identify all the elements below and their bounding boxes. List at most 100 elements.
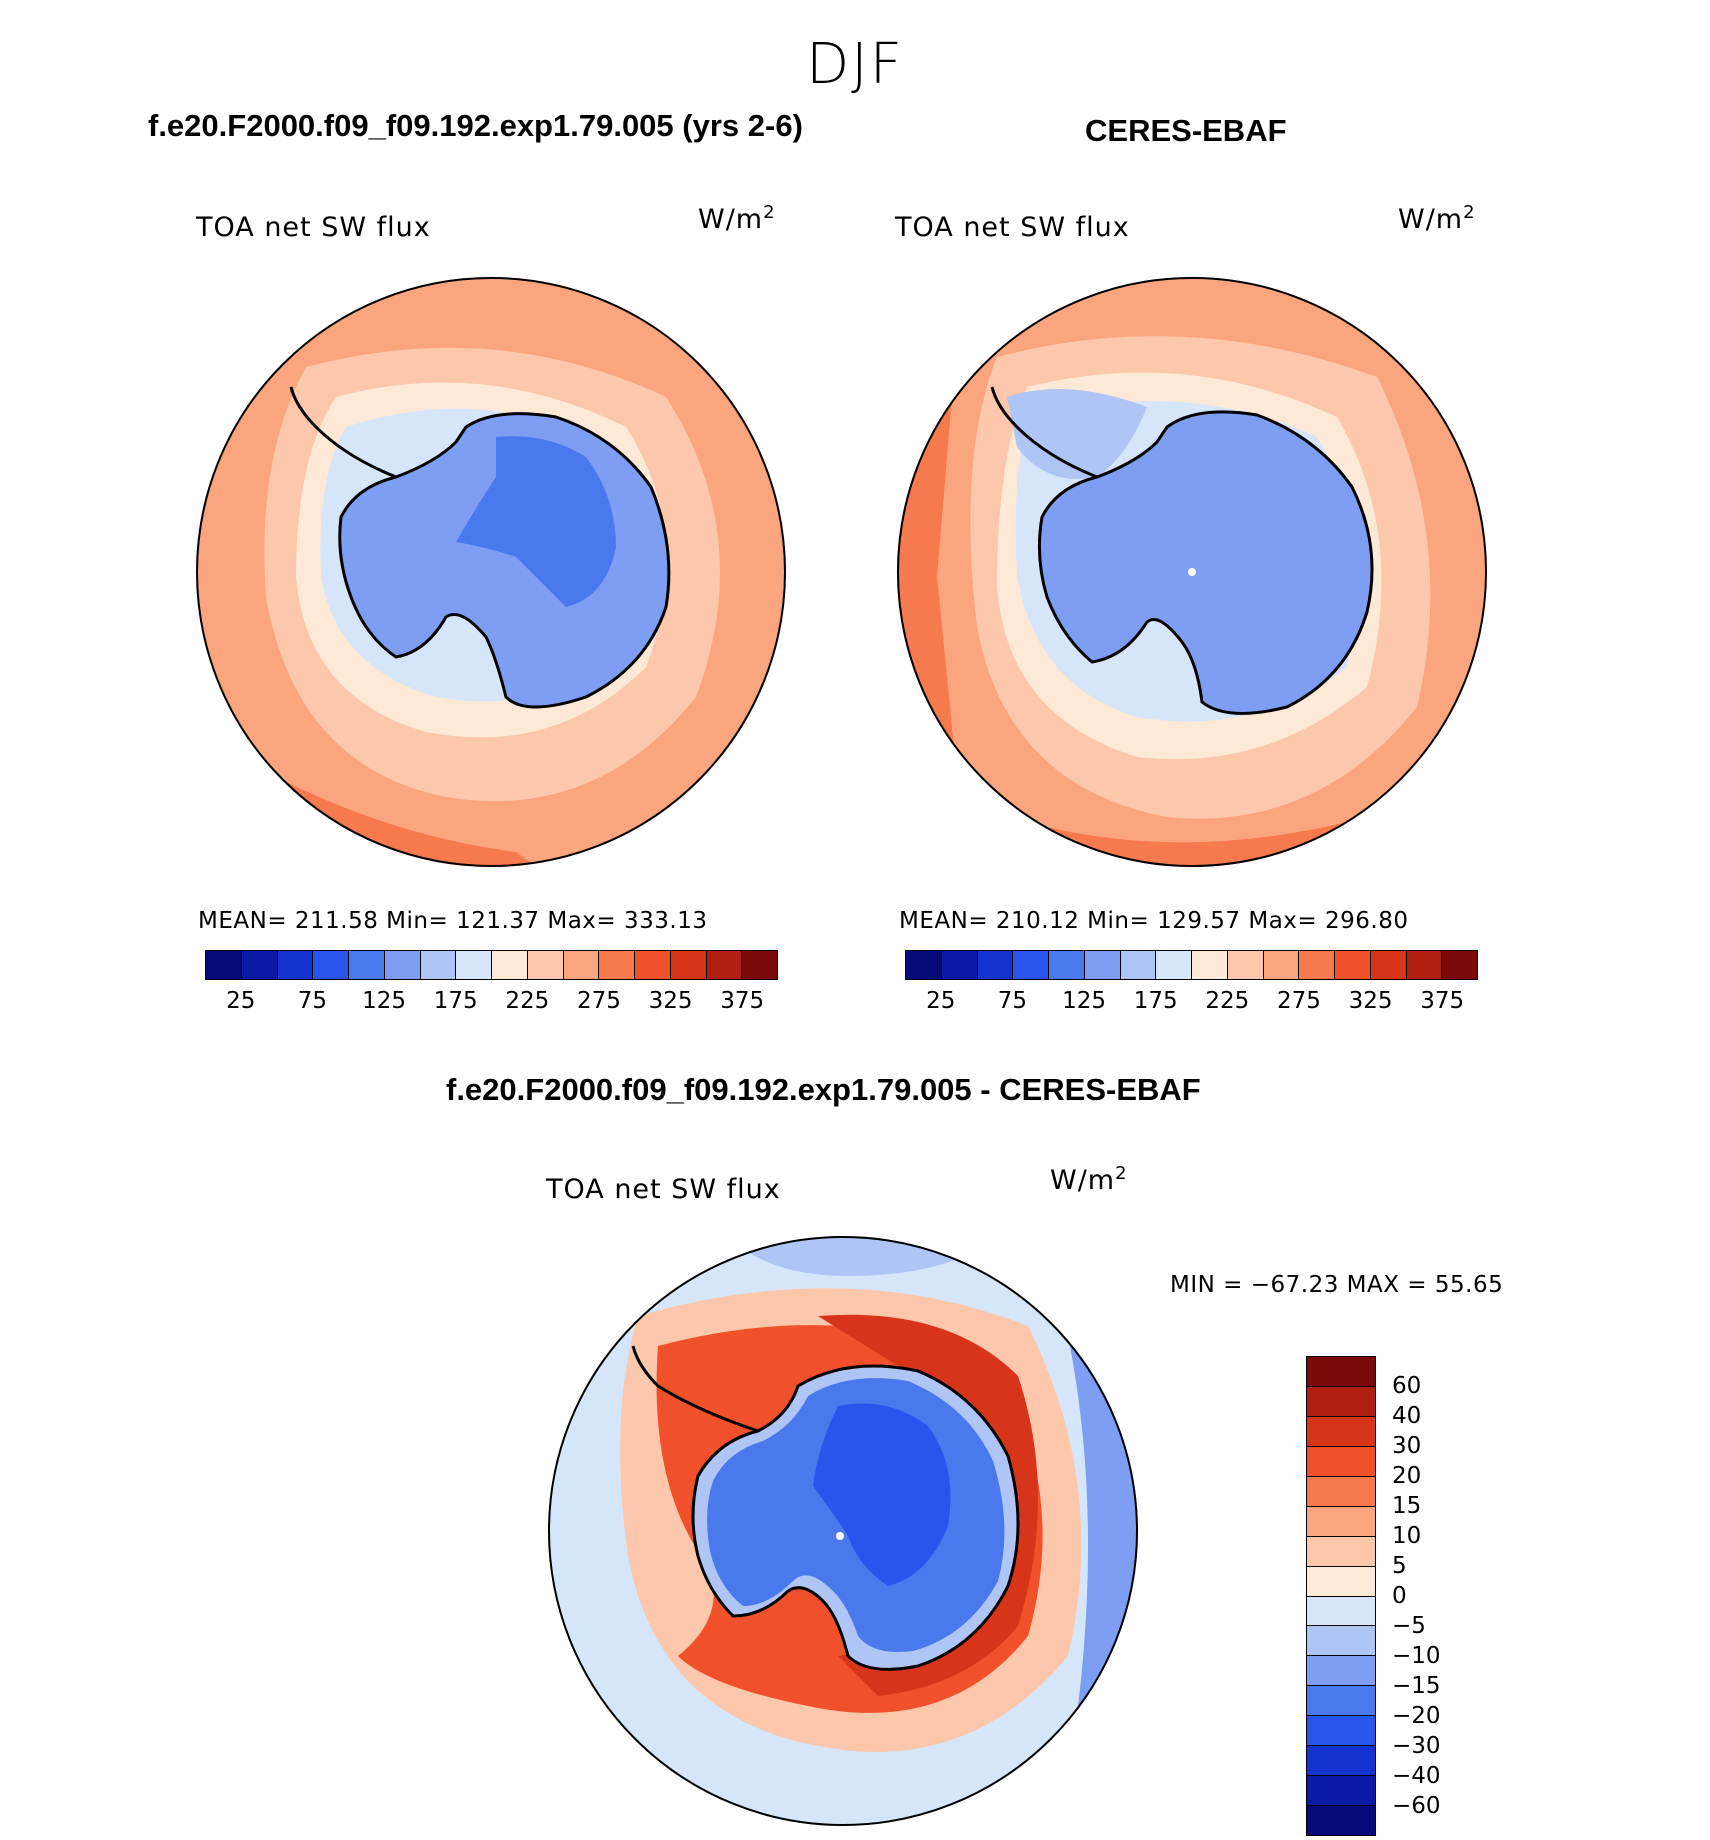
diff-stats: MIN = −67.23 MAX = 55.65 (1170, 1272, 1504, 1298)
colorbar-swatch (384, 951, 421, 979)
colorbar-swatch (1156, 951, 1192, 979)
diff-land-deep (813, 1403, 951, 1586)
season-title: DJF (806, 32, 904, 97)
colorbar-tick-label: −60 (1392, 1793, 1441, 1819)
colorbar-swatch (1307, 1746, 1375, 1777)
obs-polar-map (897, 277, 1487, 867)
colorbar-swatch (1307, 1416, 1375, 1447)
colorbar-swatch (977, 951, 1014, 979)
diff-panel-title: f.e20.F2000.f09_f09.192.exp1.79.005 - CE… (446, 1072, 1201, 1107)
colorbar-swatch (742, 951, 777, 979)
diff-units-label: W/m2 (1050, 1163, 1128, 1196)
colorbar-swatch (420, 951, 457, 979)
obs-colorbar-ticks: 25 75 125 175 225 275 325 375 (905, 988, 1478, 1018)
colorbar-swatch (1307, 1386, 1375, 1417)
colorbar-swatch (1370, 951, 1407, 979)
colorbar-tick-label: 275 (1276, 988, 1321, 1014)
colorbar-tick-label: 75 (297, 988, 328, 1014)
colorbar-swatch (1227, 951, 1264, 979)
colorbar-tick-label: 10 (1392, 1523, 1422, 1549)
colorbar-tick-label: 15 (1392, 1493, 1422, 1519)
colorbar-tick-label: −10 (1392, 1643, 1441, 1669)
colorbar-tick-label: 20 (1392, 1463, 1422, 1489)
colorbar-swatch (1049, 951, 1085, 979)
model-land-deep (456, 436, 616, 607)
model-coastline (289, 386, 671, 709)
colorbar-tick-label: 375 (720, 988, 765, 1014)
colorbar-swatch (241, 951, 278, 979)
colorbar-tick-label: 225 (505, 988, 550, 1014)
colorbar-tick-label: 325 (1348, 988, 1393, 1014)
colorbar-swatch (563, 951, 600, 979)
colorbar-swatch (906, 951, 942, 979)
colorbar-swatch (1013, 951, 1049, 979)
colorbar-tick-label: 175 (1133, 988, 1178, 1014)
colorbar-swatch (456, 951, 492, 979)
colorbar-tick-label: 325 (648, 988, 693, 1014)
colorbar-tick-label: −15 (1392, 1673, 1441, 1699)
colorbar-tick-label: 40 (1392, 1403, 1422, 1429)
colorbar-swatch (1307, 1806, 1375, 1835)
colorbar-swatch (1307, 1566, 1375, 1597)
colorbar-tick-label: −40 (1392, 1763, 1441, 1789)
colorbar-tick-label: 275 (576, 988, 621, 1014)
colorbar-tick-label: 375 (1420, 988, 1465, 1014)
colorbar-tick-label: 0 (1392, 1583, 1407, 1609)
colorbar-swatch (206, 951, 242, 979)
colorbar-swatch (1307, 1596, 1375, 1627)
obs-land (1039, 411, 1372, 714)
obs-variable-label: TOA net SW flux (895, 212, 1130, 243)
colorbar-swatch (1307, 1446, 1375, 1477)
colorbar-tick-label: 30 (1392, 1433, 1422, 1459)
colorbar-swatch (1307, 1476, 1375, 1507)
colorbar-swatch (1442, 951, 1477, 979)
colorbar-tick-label: 125 (1062, 988, 1107, 1014)
colorbar-tick-label: 125 (362, 988, 407, 1014)
colorbar-swatch (599, 951, 635, 979)
colorbar-swatch (1192, 951, 1228, 979)
diff-polar-map (548, 1236, 1138, 1826)
colorbar-swatch (277, 951, 314, 979)
colorbar-swatch (349, 951, 385, 979)
obs-colorbar (905, 950, 1478, 980)
colorbar-swatch (1299, 951, 1335, 979)
colorbar-swatch (670, 951, 707, 979)
colorbar-swatch (313, 951, 349, 979)
diff-coastline (631, 1345, 1020, 1671)
model-colorbar (205, 950, 778, 980)
obs-stats: MEAN= 210.12 Min= 129.57 Max= 296.80 (899, 908, 1409, 934)
colorbar-swatch (1307, 1686, 1375, 1717)
obs-panel-title: CERES-EBAF (1085, 113, 1287, 148)
colorbar-swatch (706, 951, 743, 979)
colorbar-swatch (1307, 1776, 1375, 1807)
colorbar-swatch (1307, 1506, 1375, 1537)
colorbar-swatch (1120, 951, 1157, 979)
colorbar-swatch (1307, 1357, 1375, 1387)
colorbar-tick-label: 60 (1392, 1373, 1422, 1399)
colorbar-swatch (941, 951, 978, 979)
colorbar-swatch (1307, 1536, 1375, 1567)
model-colorbar-ticks: 25 75 125 175 225 275 325 375 (205, 988, 778, 1018)
model-units-label: W/m2 (698, 202, 776, 235)
colorbar-swatch (1307, 1626, 1375, 1657)
colorbar-tick-label: 225 (1205, 988, 1250, 1014)
model-stats: MEAN= 211.58 Min= 121.37 Max= 333.13 (198, 908, 708, 934)
colorbar-swatch (1307, 1716, 1375, 1747)
obs-ice-light (1007, 389, 1147, 479)
colorbar-swatch (527, 951, 564, 979)
colorbar-swatch (1307, 1656, 1375, 1687)
model-polar-map (196, 277, 786, 867)
colorbar-tick-label: 25 (226, 988, 256, 1014)
obs-units-label: W/m2 (1398, 202, 1476, 235)
model-variable-label: TOA net SW flux (196, 212, 431, 243)
colorbar-swatch (635, 951, 671, 979)
colorbar-swatch (1406, 951, 1443, 979)
colorbar-tick-label: 75 (997, 988, 1028, 1014)
obs-coastline (990, 386, 1374, 715)
colorbar-tick-label: 175 (433, 988, 478, 1014)
model-panel-title: f.e20.F2000.f09_f09.192.exp1.79.005 (yrs… (148, 108, 803, 143)
colorbar-tick-label: 5 (1392, 1553, 1407, 1579)
colorbar-tick-label: −20 (1392, 1703, 1441, 1729)
colorbar-swatch (1084, 951, 1121, 979)
diff-colorbar-ticks: 60 40 30 20 15 10 5 0 −5 −10 −15 −20 −30 −40 −60 (1392, 1356, 1472, 1836)
